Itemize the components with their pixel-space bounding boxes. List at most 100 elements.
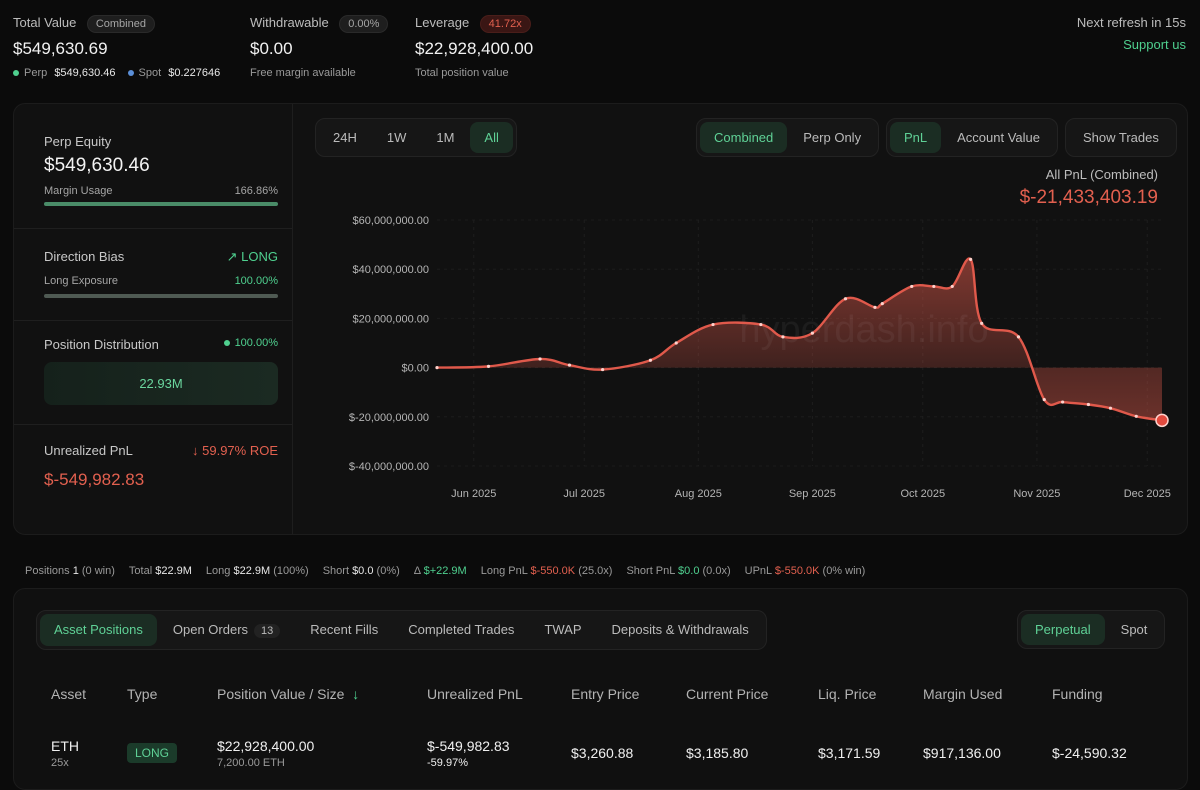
withdrawable-badge: 0.00% [339, 15, 389, 33]
asset-symbol: ETH [51, 738, 79, 754]
y-tick-label: $0.00 [401, 363, 429, 375]
y-tick-label: $40,000,000.00 [353, 264, 429, 276]
mode-tab-label: Perp Only [803, 130, 862, 145]
direction-value: LONG [241, 249, 278, 264]
total-value-label: Total Value [13, 15, 77, 30]
range-tab-24h[interactable]: 24H [319, 122, 371, 153]
leverage-sub: Total position value [415, 67, 509, 79]
tab-asset-positions[interactable]: Asset Positions [40, 614, 157, 646]
arrow-down-icon: ↓ [192, 443, 199, 458]
liq-price: $3,171.59 [818, 745, 881, 761]
mode-tab-perp-only[interactable]: Perp Only [789, 122, 875, 153]
upnl-label: Unrealized PnL [44, 443, 133, 458]
pnl-point [674, 341, 678, 345]
range-tab-all[interactable]: All [470, 122, 513, 153]
withdrawable-label: Withdrawable [250, 15, 329, 30]
funding: $-24,590.32 [1052, 745, 1127, 761]
strip-sub: (100%) [273, 565, 309, 577]
entry-price: $3,260.88 [571, 745, 634, 761]
distribution-bar[interactable]: 22.93M [44, 362, 278, 405]
tab-completed-trades[interactable]: Completed Trades [394, 614, 528, 646]
leverage-value: $22,928,400.00 [415, 39, 534, 58]
pnl-point [1061, 400, 1065, 404]
pnl-point [711, 322, 715, 327]
strip-long: Long $22.9M (100%) [206, 565, 309, 577]
strip-total: Total $22.9M [129, 565, 192, 577]
market-toggle: Perpetual Spot [1017, 610, 1166, 649]
col-unrealized-pnl[interactable]: Unrealized PnL [427, 686, 523, 702]
upnl-section: Unrealized PnL ↓ 59.97% ROE $-549,982.83 [44, 443, 278, 490]
metric-tab-account-value[interactable]: Account Value [943, 122, 1054, 153]
tab-open-orders[interactable]: Open Orders 13 [159, 614, 294, 646]
upnl-roe: 59.97% ROE [202, 443, 278, 458]
spot-dot-icon [127, 70, 134, 77]
strip-sub: (0.0x) [702, 565, 731, 577]
pnl-point [1042, 397, 1046, 402]
pnl-point [1016, 335, 1021, 339]
pnl-card: Perp Equity $549,630.46 Margin Usage 166… [13, 103, 1188, 535]
long-exposure-row: Long Exposure 100.00% [44, 275, 278, 287]
spot-label: Spot [138, 67, 162, 79]
tab-recent-fills[interactable]: Recent Fills [296, 614, 392, 646]
strip-label: Long PnL [480, 565, 528, 577]
asset-leverage: 25x [51, 757, 69, 769]
col-current-price[interactable]: Current Price [686, 686, 769, 702]
current-pnl-marker [1155, 413, 1169, 428]
margin-usage-bar [44, 202, 278, 206]
y-tick-label: $-20,000,000.00 [349, 412, 429, 424]
tab-label: TWAP [544, 622, 582, 637]
col-funding[interactable]: Funding [1052, 686, 1103, 702]
metric-tab-pnl[interactable]: PnL [890, 122, 942, 153]
pnl-point [932, 284, 936, 289]
pnl-point [435, 366, 439, 370]
metric-tab-label: Account Value [957, 130, 1041, 145]
total-value-block: Total Value Combined $549,630.69 Perp $5… [13, 14, 220, 79]
pnl-chart[interactable]: $60,000,000.00 $40,000,000.00 $20,000,000.… [314, 208, 1174, 518]
col-liq-price[interactable]: Liq. Price [818, 686, 877, 702]
upnl-row: Unrealized PnL ↓ 59.97% ROE [44, 443, 278, 458]
margin-usage-label: Margin Usage [44, 185, 113, 197]
mode-tab-label: Combined [714, 130, 774, 145]
time-range-group: 24H 1W 1M All [315, 118, 517, 157]
perp-dot-icon [13, 70, 19, 77]
strip-label: Long [205, 565, 231, 577]
col-type[interactable]: Type [127, 686, 158, 702]
distribution-value: 100.00% [234, 337, 278, 349]
x-tick-label: Jun 2025 [451, 488, 496, 500]
row-upnl: $-549,982.83 [427, 738, 510, 754]
tab-twap[interactable]: TWAP [530, 614, 595, 646]
strip-sub: (0% win) [822, 565, 866, 577]
range-tab-1w[interactable]: 1W [373, 122, 421, 153]
market-tab-perpetual[interactable]: Perpetual [1021, 614, 1105, 645]
col-position-value[interactable]: Position Value / Size ↓ [217, 686, 359, 702]
long-exposure-fill [44, 294, 278, 298]
positions-summary-strip: Positions 1 (0 win) Total $22.9M Long $2… [13, 557, 1186, 585]
col-entry-price[interactable]: Entry Price [571, 686, 640, 702]
strip-label: Short PnL [626, 565, 675, 577]
upnl-value: $-549,982.83 [44, 470, 145, 489]
col-asset[interactable]: Asset [51, 686, 87, 702]
pnl-point [880, 302, 884, 306]
support-link[interactable]: Support us [1123, 37, 1186, 52]
strip-label: Positions [25, 565, 70, 577]
strip-sub: (0%) [376, 565, 400, 577]
range-tab-1m[interactable]: 1M [422, 122, 468, 153]
strip-label: Short [322, 565, 349, 577]
market-tab-spot[interactable]: Spot [1107, 614, 1162, 645]
show-trades-button[interactable]: Show Trades [1083, 130, 1159, 145]
long-exposure-label: Long Exposure [44, 275, 118, 287]
long-badge: LONG [127, 743, 178, 763]
col-margin-used[interactable]: Margin Used [923, 686, 1003, 702]
spot-value: $0.227646 [168, 67, 221, 79]
withdrawable-value: $0.00 [250, 39, 293, 58]
pnl-series-line [436, 257, 1163, 422]
long-exposure-bar [44, 294, 278, 298]
mode-tab-combined[interactable]: Combined [700, 122, 788, 153]
direction-section: Direction Bias ↗ LONG Long Exposure 100.… [44, 249, 278, 298]
tab-deposits-withdrawals[interactable]: Deposits & Withdrawals [598, 614, 763, 646]
total-value: $549,630.69 [13, 39, 108, 58]
pnl-area-positive [437, 258, 1162, 368]
refresh-countdown: Next refresh in 15s [1076, 15, 1186, 30]
sort-desc-icon[interactable]: ↓ [352, 686, 360, 702]
margin-usage-fill [44, 202, 278, 206]
